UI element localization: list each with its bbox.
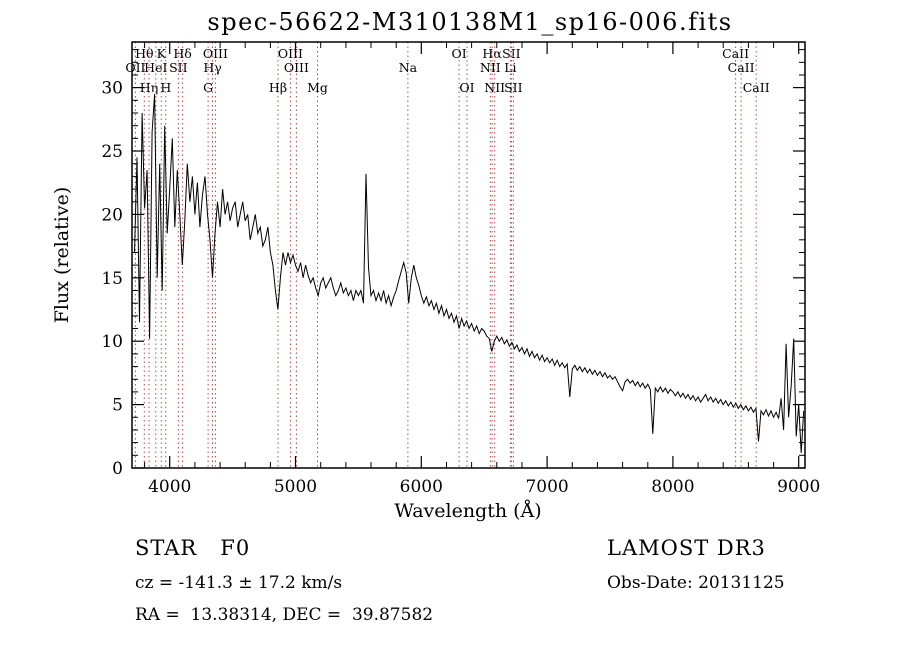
- spectral-line-label: SII: [502, 46, 521, 61]
- x-tick-label: 5000: [274, 477, 317, 497]
- spectral-line-label: OIII: [203, 46, 228, 61]
- spectral-line-label: OII: [125, 60, 145, 75]
- spectral-line-label: Hα: [482, 46, 502, 61]
- spectral-line-label: OIII: [284, 60, 309, 75]
- x-tick-label: 7000: [525, 477, 568, 497]
- x-axis-label: Wavelength (Å): [394, 500, 542, 522]
- spectral-line-label: OI: [452, 46, 467, 61]
- cz-velocity-value: cz = -141.3 ± 17.2 km/s: [135, 573, 343, 593]
- y-tick-label: 5: [112, 396, 123, 416]
- y-tick-label: 15: [101, 269, 123, 289]
- y-tick-label: 0: [112, 459, 123, 479]
- spectral-line-label: Li: [504, 60, 516, 75]
- spectral-line-label: NII: [484, 80, 505, 95]
- spectral-line-label: Hβ: [269, 80, 287, 95]
- spectral-line-label: H: [160, 80, 171, 95]
- x-tick-label: 9000: [777, 477, 820, 497]
- x-tick-label: 4000: [148, 477, 191, 497]
- y-tick-label: 20: [101, 205, 123, 225]
- plot-title: spec-56622-M310138M1_sp16-006.fits: [207, 8, 733, 36]
- spectral-line-label: CaII: [743, 80, 770, 95]
- spectral-line-label: G: [203, 80, 213, 95]
- survey-release-label: LAMOST DR3: [607, 536, 766, 560]
- obs-date-value: Obs-Date: 20131125: [607, 573, 785, 593]
- y-tick-label: 25: [101, 142, 123, 162]
- spectral-line-label: Hδ: [173, 46, 191, 61]
- spectrum-trace: [134, 93, 805, 453]
- spectral-line-label: SII: [169, 60, 188, 75]
- y-axis-label: Flux (relative): [51, 186, 73, 324]
- spectral-line-label: Hγ: [203, 60, 221, 75]
- spectral-line-label: HeI: [144, 60, 167, 75]
- spectral-line-label: NII: [480, 60, 501, 75]
- ra-dec-value: RA = 13.38314, DEC = 39.87582: [135, 605, 434, 625]
- spectral-line-label: Hθ: [135, 46, 153, 61]
- spectral-line-label: K: [157, 46, 167, 61]
- x-tick-label: 8000: [651, 477, 694, 497]
- spectral-line-label: OIII: [278, 46, 303, 61]
- x-tick-label: 6000: [400, 477, 443, 497]
- spectral-line-label: CaII: [722, 46, 749, 61]
- plot-box: [131, 41, 806, 469]
- y-tick-label: 30: [101, 79, 123, 99]
- spectral-line-label: OI: [459, 80, 474, 95]
- spectral-line-label: SII: [504, 80, 523, 95]
- y-tick-label: 10: [101, 332, 123, 352]
- spectral-line-label: Mg: [307, 80, 328, 95]
- spectral-line-label: CaII: [728, 60, 755, 75]
- star-classification-label: STAR F0: [135, 536, 251, 560]
- spectral-line-label: Hη: [140, 80, 158, 95]
- spectral-line-label: Na: [399, 60, 418, 75]
